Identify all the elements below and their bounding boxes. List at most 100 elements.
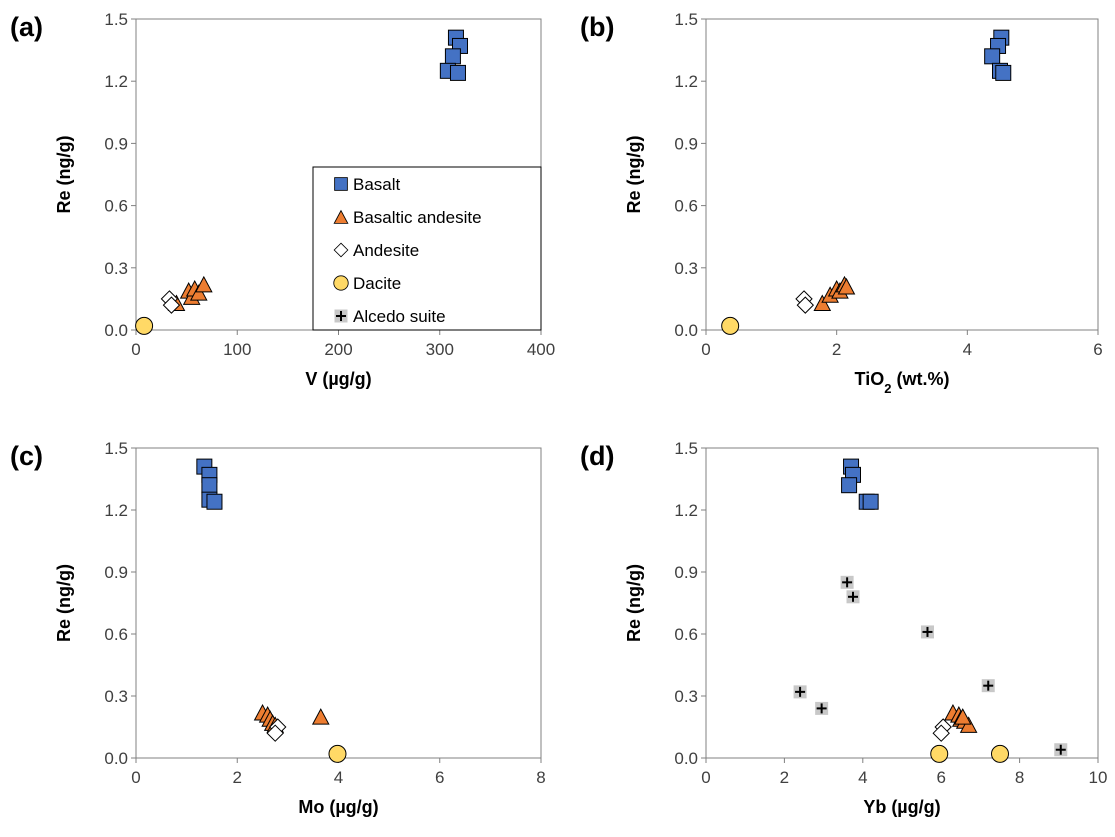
y-tick-label: 0.3 xyxy=(104,687,128,706)
legend-item: Basaltic andesite xyxy=(333,208,482,227)
data-point xyxy=(991,744,1009,763)
x-tick-label: 0 xyxy=(701,768,710,787)
y-axis-label: Re (ng/g) xyxy=(624,136,644,214)
data-point xyxy=(162,296,181,314)
series-basaltic-andesite xyxy=(944,703,978,733)
data-point xyxy=(195,275,213,293)
x-tick-label: 100 xyxy=(223,340,251,359)
x-tick-label: 4 xyxy=(963,340,972,359)
legend-label: Alcedo suite xyxy=(353,307,446,326)
data-point xyxy=(1054,743,1068,757)
chart-panel: (b) 0.0 0.3 0.6 0.9 1.2 1.5 0 2 4 6 TiO2 (wt.%) Re (… xyxy=(580,10,1103,396)
y-tick-label: 0.9 xyxy=(104,563,128,582)
x-tick-label: 2 xyxy=(780,768,789,787)
legend-box xyxy=(312,166,542,331)
series-basalt xyxy=(984,29,1012,81)
series-basalt xyxy=(439,29,468,81)
y-axis-label: Re (ng/g) xyxy=(624,564,644,642)
data-point xyxy=(813,294,832,312)
y-tick-label: 0.0 xyxy=(104,749,128,768)
data-point xyxy=(846,590,860,604)
data-point xyxy=(837,277,856,295)
legend-label: Basaltic andesite xyxy=(353,208,482,227)
x-tick-label: 300 xyxy=(426,340,454,359)
data-point xyxy=(840,575,854,589)
series-alcedo-suite xyxy=(793,575,1068,757)
x-tick-label: 10 xyxy=(1089,768,1108,787)
legend: Basalt Basaltic andesite Andesite Dacite Alc… xyxy=(312,166,542,331)
data-point xyxy=(841,477,858,494)
plot-frame xyxy=(705,447,1099,759)
series-basaltic-andesite xyxy=(253,703,330,733)
legend-item: Dacite xyxy=(333,274,401,293)
series-dacite xyxy=(721,316,740,335)
y-tick-label: 0.6 xyxy=(104,625,128,644)
y-tick-label: 1.2 xyxy=(104,501,128,520)
data-point xyxy=(815,701,829,715)
panel-letter: (d) xyxy=(580,441,614,471)
x-tick-label: 4 xyxy=(334,768,343,787)
x-axis-label: V (µg/g) xyxy=(305,369,371,389)
series-basaltic-andesite xyxy=(167,275,213,312)
y-tick-label: 0.0 xyxy=(674,749,698,768)
x-tick-label: 0 xyxy=(131,340,140,359)
legend-marker xyxy=(334,177,348,191)
x-axis-label: TiO2 (wt.%) xyxy=(855,369,950,396)
chart-panel: (a) 0.0 0.3 0.6 0.9 1.2 1.5 0 100 200 300 400 V (µg/… xyxy=(10,10,555,389)
legend-label: Dacite xyxy=(353,274,401,293)
y-tick-label: 0.9 xyxy=(674,563,698,582)
data-point xyxy=(920,625,934,639)
legend-marker xyxy=(334,309,348,323)
data-point xyxy=(201,477,218,494)
legend-marker xyxy=(333,242,349,258)
data-point xyxy=(862,493,879,510)
series-dacite xyxy=(135,316,154,335)
x-tick-label: 6 xyxy=(435,768,444,787)
y-axis-label: Re (ng/g) xyxy=(54,136,74,214)
data-point xyxy=(959,716,978,733)
y-tick-label: 1.5 xyxy=(104,10,128,29)
series-dacite xyxy=(328,744,347,763)
data-point xyxy=(721,316,740,335)
panel-letter: (a) xyxy=(10,12,43,42)
y-tick-label: 0.3 xyxy=(674,687,698,706)
series-andesite xyxy=(795,290,815,314)
data-point xyxy=(311,708,330,725)
x-tick-label: 400 xyxy=(527,340,555,359)
x-axis-label: Mo (µg/g) xyxy=(298,797,378,817)
data-point xyxy=(449,64,466,81)
x-tick-label: 8 xyxy=(1015,768,1024,787)
y-tick-label: 0.0 xyxy=(104,321,128,340)
legend-item: Basalt xyxy=(334,175,401,194)
y-tick-label: 1.5 xyxy=(674,439,698,458)
legend-item: Andesite xyxy=(333,241,419,260)
series-basalt xyxy=(196,458,223,510)
data-point xyxy=(328,744,347,763)
x-tick-label: 0 xyxy=(701,340,710,359)
panel-letter: (c) xyxy=(10,441,43,471)
y-tick-label: 1.2 xyxy=(104,72,128,91)
x-tick-label: 8 xyxy=(536,768,545,787)
data-point xyxy=(984,48,1001,65)
legend-marker xyxy=(333,275,349,291)
x-tick-label: 2 xyxy=(832,340,841,359)
series-dacite xyxy=(930,744,1009,763)
data-point xyxy=(932,724,950,742)
data-point xyxy=(266,724,284,742)
series-andesite xyxy=(160,290,181,314)
y-tick-label: 0.0 xyxy=(674,321,698,340)
data-point xyxy=(981,679,995,693)
x-tick-label: 6 xyxy=(936,768,945,787)
y-tick-label: 0.6 xyxy=(104,197,128,216)
legend-item: Alcedo suite xyxy=(334,307,446,326)
x-axis-label: Yb (µg/g) xyxy=(863,797,940,817)
x-tick-label: 2 xyxy=(233,768,242,787)
data-point xyxy=(953,708,972,725)
y-tick-label: 1.5 xyxy=(674,10,698,29)
y-axis-label: Re (ng/g) xyxy=(54,564,74,642)
series-basalt xyxy=(841,458,879,510)
data-point xyxy=(995,64,1012,81)
legend-marker xyxy=(333,209,349,224)
x-tick-label: 0 xyxy=(131,768,140,787)
